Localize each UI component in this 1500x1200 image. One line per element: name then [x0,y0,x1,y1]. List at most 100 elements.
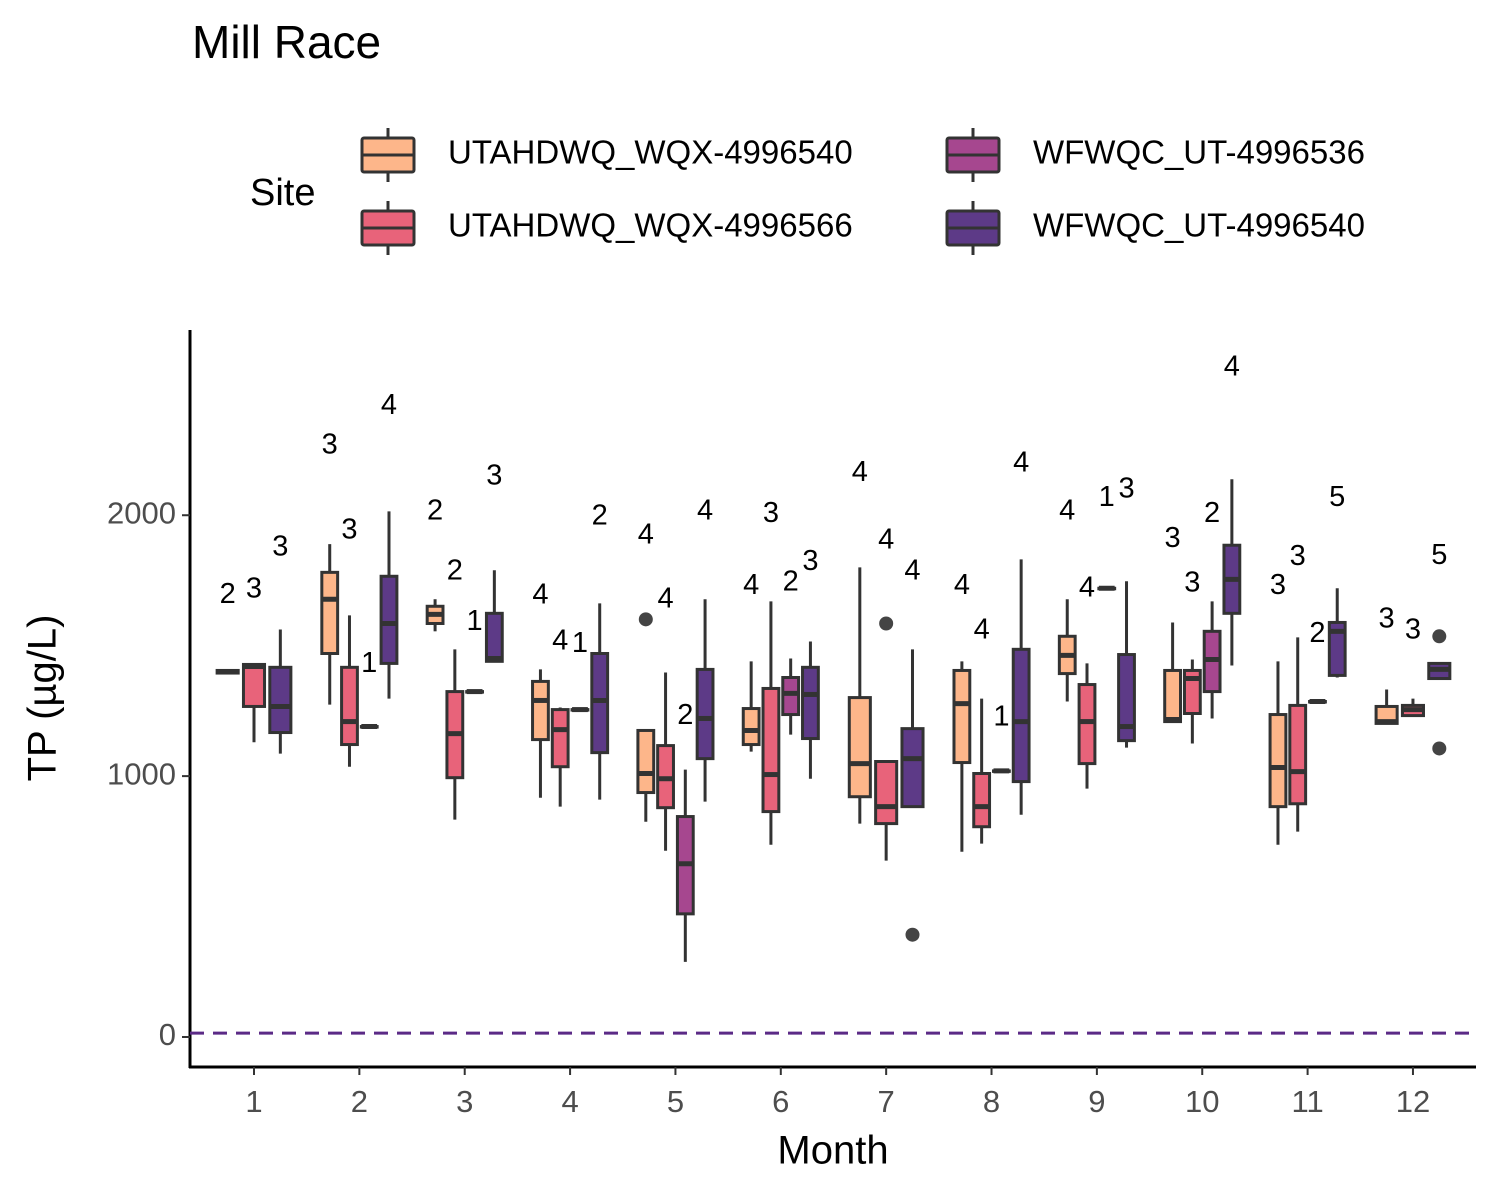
x-tick-label: 6 [772,1084,789,1119]
count-label: 2 [427,494,443,526]
count-label: 4 [697,494,713,526]
box [1182,668,1202,716]
count-label: 3 [1379,603,1395,635]
count-label: 4 [657,582,673,614]
x-tick-label: 10 [1185,1084,1219,1119]
box [531,679,550,742]
y-tick-label: 0 [159,1017,176,1052]
count-label: 4 [954,569,970,601]
box [1117,653,1136,743]
count-label: 4 [1059,494,1075,526]
count-label: 3 [1270,569,1286,601]
x-tick-label: 8 [983,1084,1000,1119]
count-label: 3 [1184,567,1200,599]
box [379,574,399,665]
count-label: 4 [974,614,990,646]
box [241,662,267,708]
outlier [1432,741,1447,756]
x-tick-label: 4 [561,1084,578,1119]
box [550,708,570,769]
count-label: 5 [1329,481,1345,513]
count-label: 3 [1118,473,1134,505]
count-label: 4 [878,523,894,555]
x-tick-label: 12 [1396,1084,1430,1119]
count-label: 5 [1431,539,1447,571]
box [1163,668,1183,724]
x-axis-label: Month [777,1129,888,1173]
x-tick-label: 2 [351,1084,368,1119]
box [320,570,340,655]
x-tick-label: 9 [1088,1084,1105,1119]
count-label: 3 [1165,522,1181,554]
count-label: 1 [993,700,1009,732]
count-label: 4 [552,624,568,656]
count-label: 4 [743,569,759,601]
legend-label: WFWQC_UT-4996536 [1033,134,1365,171]
count-label: 3 [486,460,502,492]
count-label: 2 [592,499,608,531]
count-label: 2 [783,565,799,597]
count-label: 4 [638,518,654,550]
x-tick-label: 11 [1292,1084,1324,1119]
legend-title: Site [250,172,315,214]
box [340,665,359,747]
count-label: 2 [1204,497,1220,529]
count-label: 3 [246,573,262,605]
box [801,665,820,741]
box [847,696,872,799]
box [741,707,761,747]
count-label: 2 [220,578,236,610]
chart-title: Mill Race [192,16,381,68]
x-tick-label: 1 [245,1084,262,1119]
count-label: 2 [447,554,463,586]
count-label: 3 [1290,540,1306,572]
box [874,760,899,826]
count-label: 4 [852,456,868,488]
count-label: 1 [572,627,588,659]
box [781,675,801,717]
box [1011,647,1031,784]
count-label: 4 [904,554,920,586]
box [590,651,610,755]
count-label: 4 [1013,446,1029,478]
x-tick-label: 7 [878,1084,895,1119]
count-label: 3 [322,428,338,460]
count-label: 1 [467,605,483,637]
box [952,668,972,765]
count-label: 3 [763,497,779,529]
legend-label: WFWQC_UT-4996540 [1033,207,1365,244]
count-label: 1 [1099,481,1115,513]
count-label: 4 [381,389,397,421]
box [1268,713,1288,809]
box [1288,703,1308,806]
y-tick-label: 1000 [107,756,176,791]
count-label: 3 [272,531,288,563]
outlier [638,612,653,627]
count-label: 1 [361,647,377,679]
count-label: 4 [532,579,548,611]
legend-label: UTAHDWQ_WQX-4996566 [448,207,853,244]
box [268,665,293,735]
count-label: 3 [341,514,357,546]
legend-label: UTAHDWQ_WQX-4996540 [448,134,853,171]
count-label: 2 [677,699,693,731]
x-tick-label: 3 [456,1084,473,1119]
outlier [1432,629,1447,644]
box [484,611,504,663]
count-label: 3 [1405,614,1421,646]
count-label: 4 [1224,350,1240,382]
box [900,727,925,809]
y-tick-label: 2000 [107,495,176,530]
outlier [905,927,920,942]
count-label: 4 [1079,571,1095,603]
outlier [879,616,894,631]
box [972,772,992,829]
count-label: 3 [802,545,818,577]
box [1327,620,1347,677]
box [695,667,715,761]
x-tick-label: 5 [667,1084,684,1119]
count-label: 2 [1309,617,1325,649]
box [636,728,656,795]
box [761,686,781,814]
